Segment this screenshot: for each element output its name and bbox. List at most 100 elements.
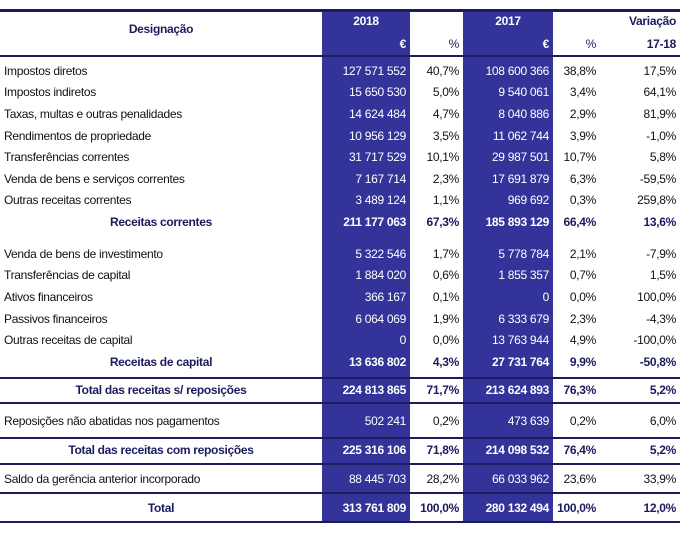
pct-2018: 4,3% <box>432 354 459 369</box>
header-pct-2018: % <box>448 37 460 51</box>
row-label: Transferências correntes <box>4 150 130 165</box>
row-label: Outras receitas de capital <box>4 333 133 348</box>
table-row: Reposições não abatidas nos pagamentos 50… <box>0 404 680 437</box>
value-2017: 6 333 679 <box>498 311 549 326</box>
pct-2018: 0,1% <box>432 289 459 304</box>
pct-2017: 0,3% <box>569 193 596 208</box>
pct-2017: 2,1% <box>569 246 596 261</box>
variation-17-18: -100,0% <box>633 333 676 348</box>
table-row-subtotal: Total 313 761 809 100,0% 280 132 494 100,0% 1… <box>0 494 680 521</box>
pct-2018: 0,2% <box>432 413 459 428</box>
table-row-subtotal: Receitas de capital 13 636 802 4,3% 27 731 … <box>0 351 680 373</box>
pct-2017: 10,7% <box>563 150 596 165</box>
pct-2017: 3,9% <box>569 128 596 143</box>
header-designacao: Designação <box>128 22 194 36</box>
pct-2017: 2,3% <box>569 311 596 326</box>
row-rule <box>0 377 680 379</box>
value-2017: 185 893 129 <box>485 214 550 229</box>
variation-17-18: 33,9% <box>643 471 676 486</box>
value-2018: 224 813 865 <box>342 383 407 397</box>
table-row: Transferências de capital 1 884 020 0,6% 1 … <box>0 265 680 287</box>
top-rule <box>0 9 680 12</box>
value-2018: 3 489 124 <box>355 193 406 208</box>
value-2018: 211 177 063 <box>343 214 406 229</box>
table-row-subtotal: Receitas correntes 211 177 063 67,3% 185 89… <box>0 211 680 233</box>
pct-2018: 100,0% <box>420 500 459 515</box>
variation-17-18: 13,6% <box>643 214 676 229</box>
row-label: Impostos diretos <box>4 63 88 78</box>
table-row: Venda de bens de investimento 5 322 546 1,… <box>0 243 680 265</box>
value-2017: 27 731 764 <box>491 354 549 369</box>
pct-2018: 4,7% <box>432 106 459 121</box>
row-label: Taxas, multas e outras penalidades <box>4 106 182 121</box>
pct-2018: 0,0% <box>432 333 459 348</box>
pct-2017: 4,9% <box>569 333 596 348</box>
table-row: Outras receitas de capital 0 0,0% 13 763 94… <box>0 329 680 351</box>
row-label: Transferências de capital <box>4 268 131 283</box>
value-2017: 1 855 357 <box>498 268 549 283</box>
variation-17-18: 6,0% <box>649 413 676 428</box>
header-euro-2017: € <box>542 37 550 51</box>
pct-2018: 1,9% <box>432 311 459 326</box>
pct-2017: 23,6% <box>563 471 596 486</box>
variation-17-18: 17,5% <box>643 63 676 78</box>
value-2018: 14 624 484 <box>348 106 406 121</box>
value-2018: 127 571 552 <box>342 63 407 78</box>
row-label: Passivos financeiros <box>4 311 108 326</box>
header-variacao: Variação <box>629 14 676 28</box>
row-label: Outras receitas correntes <box>4 193 132 208</box>
value-2017: 17 691 879 <box>491 171 549 186</box>
pct-2017: 0,2% <box>569 413 596 428</box>
column-2017-background <box>463 10 553 522</box>
value-2018: 1 884 020 <box>355 268 406 283</box>
pct-2018: 1,1% <box>432 193 459 208</box>
table-row-subtotal: Total das receitas s/ reposições 224 813 … <box>0 379 680 401</box>
pct-2018: 2,3% <box>432 171 459 186</box>
pct-2017: 76,3% <box>563 383 596 397</box>
row-label: Ativos financeiros <box>4 289 93 304</box>
value-2018: 13 636 802 <box>348 354 406 369</box>
header-2018: 2018 <box>353 14 379 28</box>
table-row: Outras receitas correntes 3 489 124 1,1% 96… <box>0 190 680 212</box>
value-2017: 280 132 494 <box>485 500 550 515</box>
value-2018: 31 717 529 <box>348 150 406 165</box>
row-label: Venda de bens e serviços correntes <box>4 171 185 186</box>
variation-17-18: 5,2% <box>649 443 676 457</box>
pct-2017: 66,4% <box>563 214 596 229</box>
pct-2018: 71,8% <box>426 443 459 457</box>
variation-17-18: 5,8% <box>649 150 676 165</box>
row-label: Receitas correntes <box>110 214 212 229</box>
pct-2017: 2,9% <box>569 106 596 121</box>
pct-2017: 9,9% <box>569 354 596 369</box>
row-label: Reposições não abatidas nos pagamentos <box>4 413 220 428</box>
value-2017: 13 763 944 <box>491 333 549 348</box>
pct-2018: 40,7% <box>426 63 459 78</box>
variation-17-18: 64,1% <box>643 85 676 100</box>
variation-17-18: 100,0% <box>637 289 676 304</box>
value-2017: 11 062 744 <box>492 128 549 143</box>
value-2017: 473 639 <box>507 413 550 428</box>
value-2017: 213 624 893 <box>485 383 550 397</box>
table-row: Passivos financeiros 6 064 069 1,9% 6 333 6… <box>0 308 680 330</box>
value-2018: 0 <box>399 333 407 348</box>
row-rule <box>0 402 680 404</box>
pct-2018: 10,1% <box>426 150 459 165</box>
row-label: Impostos indiretos <box>4 85 96 100</box>
table-row: Impostos diretos 127 571 552 40,7% 108 600 … <box>0 60 680 82</box>
variation-17-18: -59,5% <box>639 171 677 186</box>
value-2018: 225 316 106 <box>342 443 407 457</box>
pct-2018: 67,3% <box>426 214 459 229</box>
pct-2018: 3,5% <box>432 128 459 143</box>
variation-17-18: 81,9% <box>643 106 676 121</box>
variation-17-18: 1,5% <box>649 268 676 283</box>
column-2018-background <box>322 10 410 522</box>
table-row: Ativos financeiros 366 167 0,1% 0 0,0% 100,0% <box>0 286 680 308</box>
row-rule <box>0 463 680 465</box>
row-rule <box>0 492 680 494</box>
variation-17-18: -7,9% <box>646 246 676 261</box>
header-period: 17-18 <box>646 37 677 51</box>
value-2017: 29 987 501 <box>491 150 549 165</box>
variation-17-18: -50,8% <box>639 354 677 369</box>
value-2018: 88 445 703 <box>348 471 406 486</box>
row-label: Total das receitas com reposições <box>68 443 254 457</box>
